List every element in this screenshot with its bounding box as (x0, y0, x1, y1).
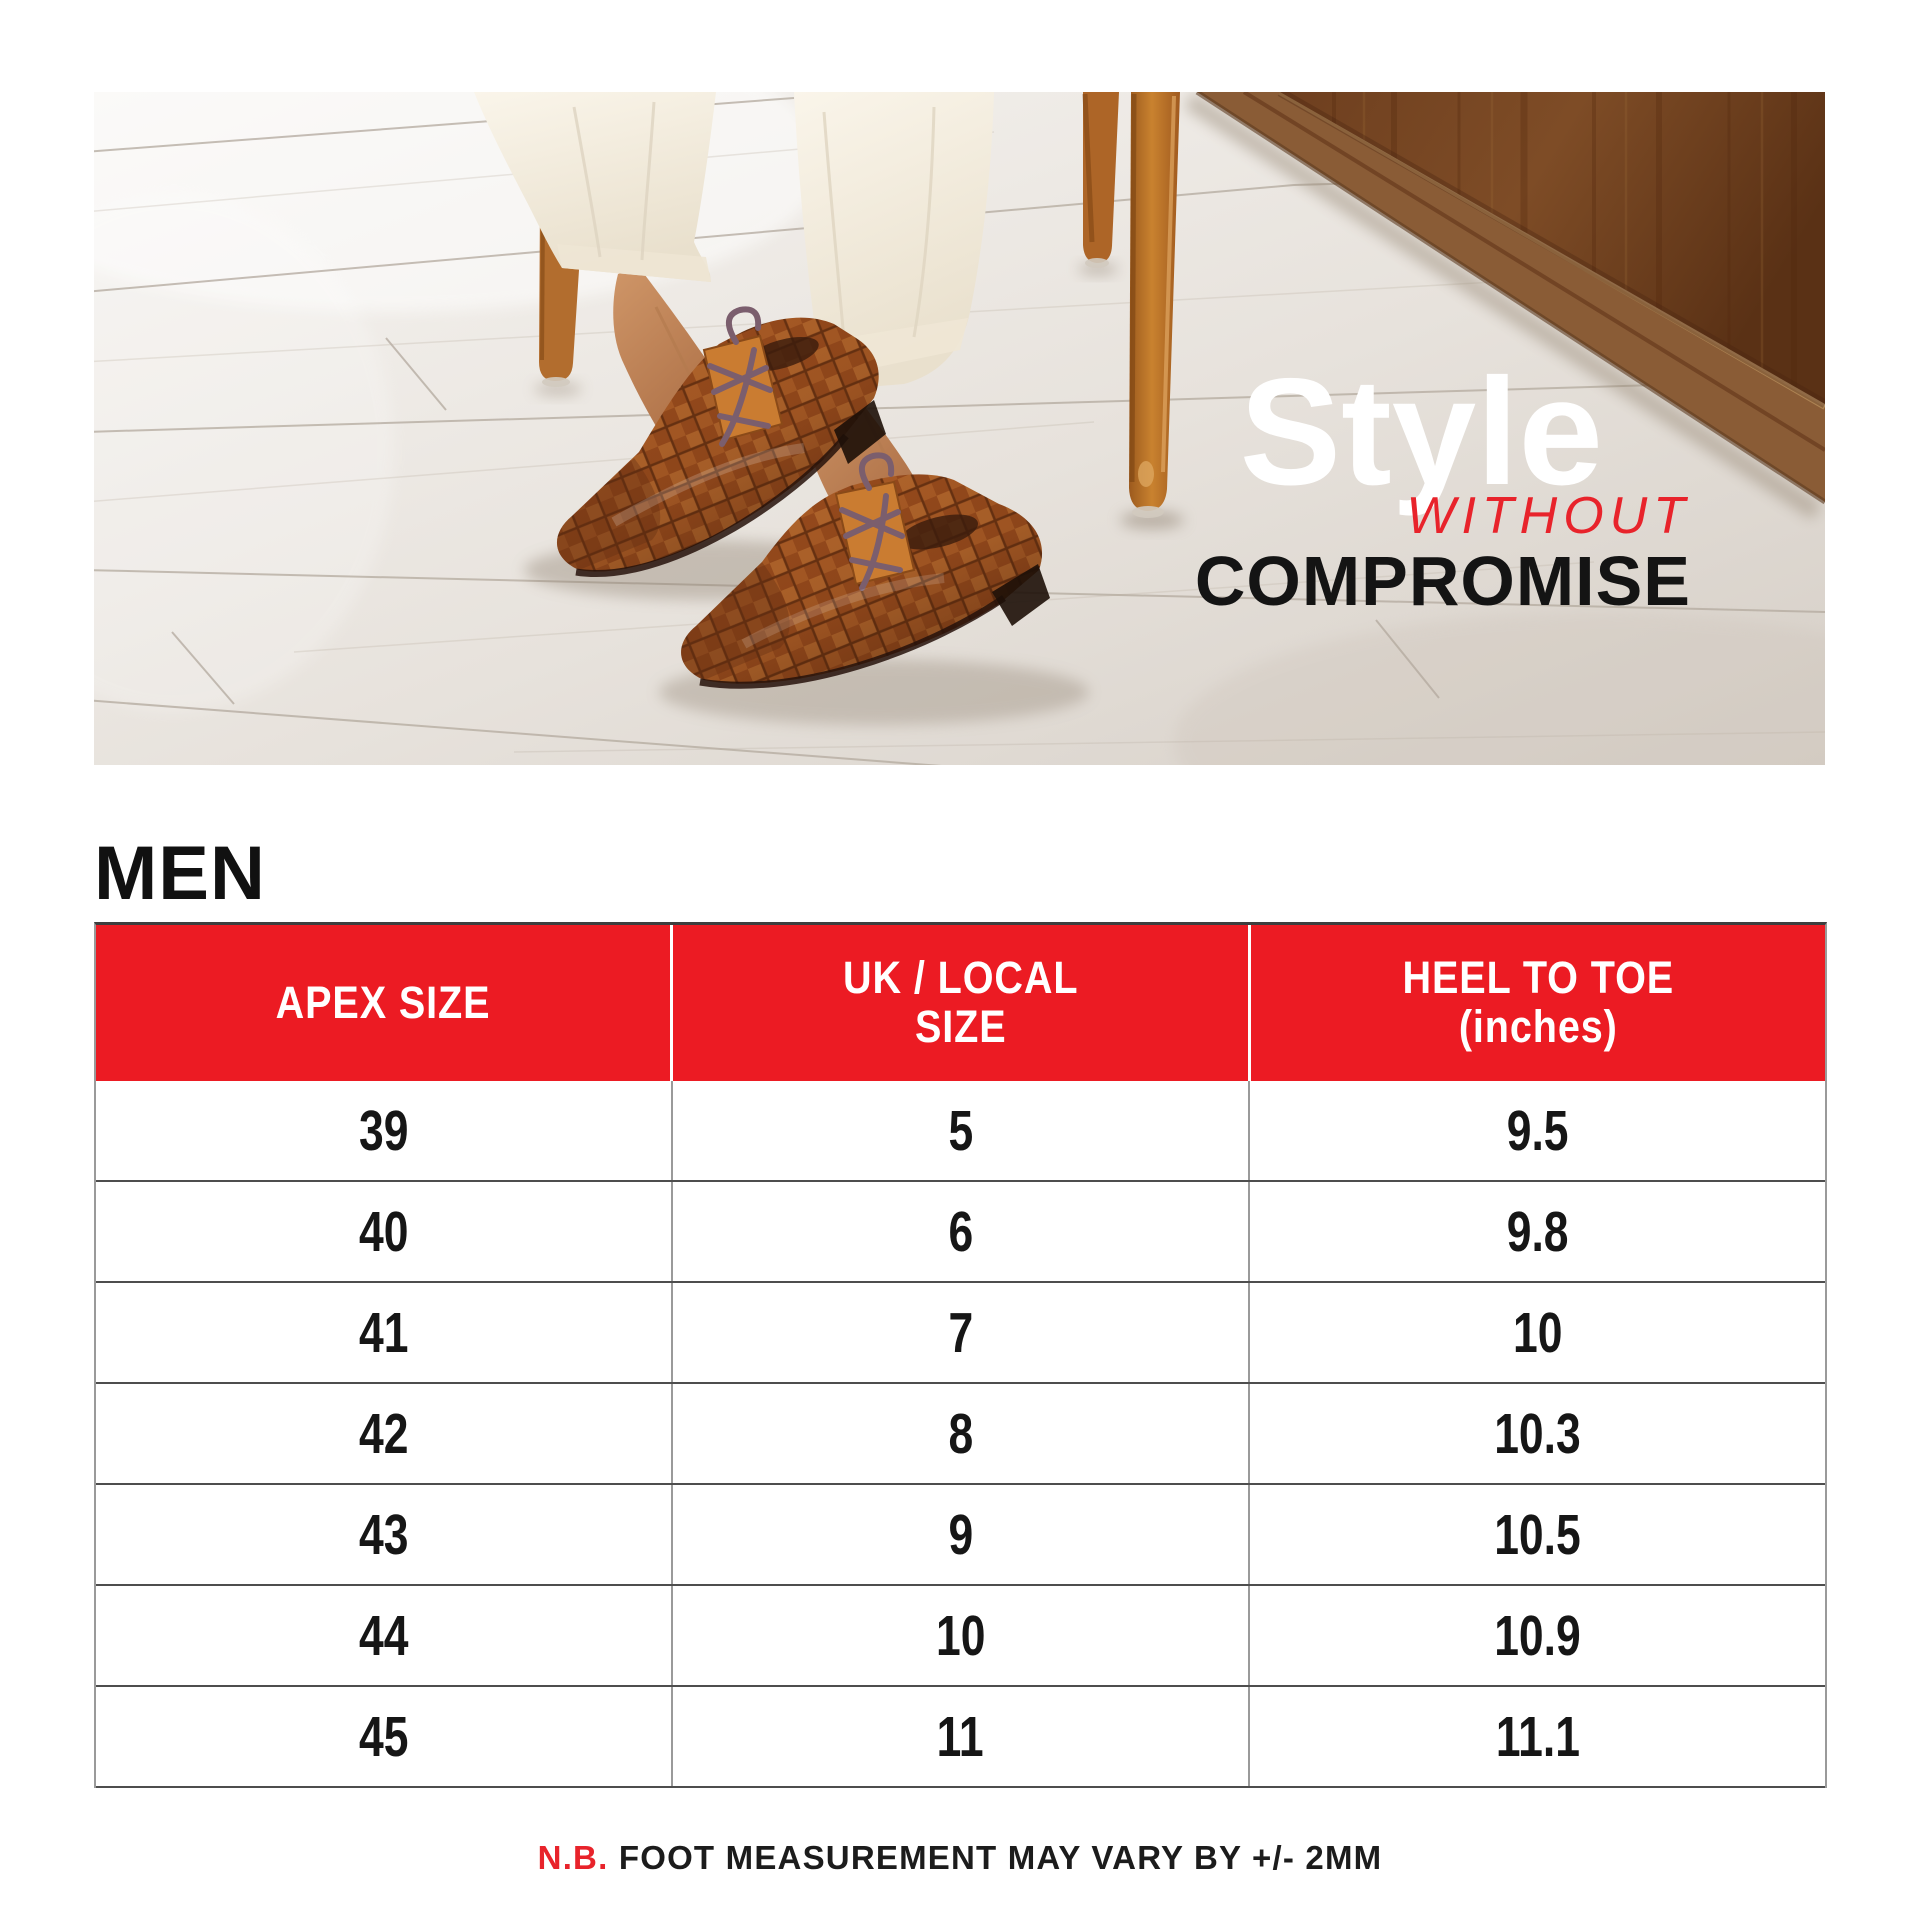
hero-headline: Style WITHOUT COMPROMISE (1194, 347, 1691, 621)
table-row: 43 9 10.5 (96, 1485, 1825, 1586)
shoe-right-highlight (741, 573, 945, 649)
column-header-label: APEX SIZE (275, 976, 491, 1028)
table-row: 45 11 11.1 (96, 1687, 1825, 1788)
page-title-men: MEN (94, 831, 266, 916)
cell-apex-size: 40 (358, 1199, 409, 1264)
shoelaces-right (839, 452, 905, 591)
pant-leg-left (474, 92, 716, 282)
footnote-nb-prefix: N.B. (537, 1839, 609, 1876)
cell-uk-size: 8 (671, 1384, 1248, 1483)
shoe-left-shading (556, 317, 879, 572)
column-header-apex-size: APEX SIZE (96, 925, 670, 1081)
chair-leg-front-shade (1129, 93, 1137, 483)
wood-cabinet (1280, 92, 1825, 404)
cell-uk-size: 6 (671, 1182, 1248, 1281)
chair-leg-rear-shade (1082, 93, 1095, 243)
footnote: N.B. FOOT MEASUREMENT MAY VARY BY +/- 2M… (0, 1839, 1920, 1877)
column-header-label: (inches) (1458, 1001, 1618, 1052)
pant-fold-left (572, 101, 656, 261)
floor-shade (1174, 612, 1825, 765)
cell-apex-size: 43 (358, 1502, 409, 1567)
cell-heel-to-toe: 10.5 (1248, 1485, 1825, 1584)
shoe-right-sole (699, 595, 1006, 689)
cell-uk-size: 9 (671, 1485, 1248, 1584)
cell-heel-to-toe: 9.5 (1248, 1081, 1825, 1180)
chair-leg-shadow (534, 382, 582, 396)
cell-apex-size: 39 (358, 1098, 409, 1163)
shoe-left-toe-shade (556, 458, 661, 570)
cell-heel-to-toe: 10 (1248, 1283, 1825, 1382)
table-body: 39 5 9.5 40 6 9.8 41 7 10 42 8 10.3 43 9 (96, 1081, 1825, 1788)
cabinet-edge-shade (1277, 92, 1825, 408)
cell-heel-to-toe: 9.8 (1248, 1182, 1825, 1281)
size-chart-table: APEX SIZE UK / LOCAL SIZE HEEL TO TOE (i… (94, 922, 1827, 1788)
chair-foot-pad (1132, 506, 1164, 518)
chair-foot-pad (542, 377, 570, 387)
cell-apex-size: 45 (358, 1704, 409, 1769)
headline-style: Style (1239, 347, 1603, 517)
hero-photo-illustration (94, 92, 1825, 765)
cell-uk-size: 10 (671, 1586, 1248, 1685)
chair-leg-chip (1138, 461, 1154, 487)
cell-uk-size: 11 (671, 1687, 1248, 1786)
shoe-right-opening (900, 514, 978, 550)
column-header-heel-to-toe: HEEL TO TOE (inches) (1247, 925, 1825, 1081)
baseboard-bottom-edge (1195, 92, 1825, 505)
pant-fold-right (822, 106, 936, 341)
table-row: 40 6 9.8 (96, 1182, 1825, 1283)
cell-uk-size: 7 (671, 1283, 1248, 1382)
table-row: 41 7 10 (96, 1283, 1825, 1384)
shoe-left-highlight (611, 443, 805, 527)
column-header-label: UK / LOCAL (842, 952, 1079, 1004)
shoe-right-heel (992, 564, 1050, 626)
floor-highlight (94, 192, 394, 712)
table-row: 42 8 10.3 (96, 1384, 1825, 1485)
shoe-right-toe-shade (681, 562, 790, 680)
cell-apex-size: 41 (358, 1300, 409, 1365)
column-header-label: HEEL TO TOE (1402, 952, 1674, 1004)
table-row: 39 5 9.5 (96, 1081, 1825, 1182)
chair-leg-front (1129, 92, 1180, 511)
chair-leg-front-highlight (1161, 95, 1176, 473)
shoelaces-left (707, 306, 773, 447)
baseboard-molding-highlight (1278, 92, 1825, 410)
shoe-left-sole (575, 433, 849, 577)
cell-heel-to-toe: 10.9 (1248, 1586, 1825, 1685)
column-header-label: SIZE (914, 1001, 1007, 1052)
footnote-text: FOOT MEASUREMENT MAY VARY BY +/- 2MM (608, 1839, 1383, 1876)
cell-apex-size: 44 (358, 1603, 409, 1668)
shoe-left-heel (834, 400, 886, 464)
cell-heel-to-toe: 10.3 (1248, 1384, 1825, 1483)
chair-foot-pad (1085, 258, 1109, 268)
table-header-row: APEX SIZE UK / LOCAL SIZE HEEL TO TOE (i… (96, 925, 1825, 1081)
hero-photo: Style WITHOUT COMPROMISE (94, 92, 1825, 765)
cell-uk-size: 5 (671, 1081, 1248, 1180)
pant-hem-left (557, 244, 711, 282)
baseboard-molding-line (1242, 92, 1825, 452)
column-header-uk-local-size: UK / LOCAL SIZE (670, 925, 1247, 1081)
table-row: 44 10 10.9 (96, 1586, 1825, 1687)
cell-heel-to-toe: 11.1 (1248, 1687, 1825, 1786)
cell-apex-size: 42 (358, 1401, 409, 1466)
headline-without: WITHOUT (1406, 487, 1691, 546)
pant-leg-right (794, 92, 994, 388)
cabinet-shadow (1184, 92, 1822, 520)
headline-compromise: COMPROMISE (1194, 542, 1691, 621)
